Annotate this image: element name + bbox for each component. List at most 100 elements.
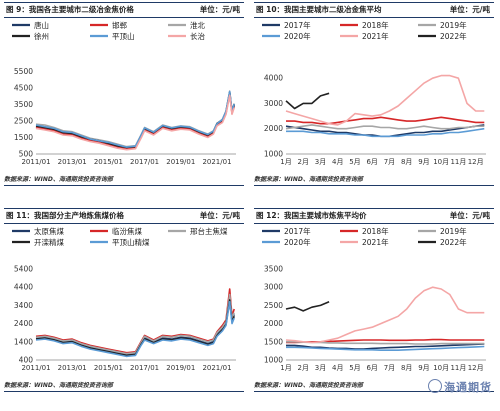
watermark: 海通期货 [428, 379, 492, 395]
legend-label: 2018年 [362, 226, 389, 236]
chart-header: 图 10：我国主要城市二级冶金焦平均 单位：元/吨 [254, 2, 494, 18]
x-tick-label: 8月 [401, 158, 412, 166]
chart-panel-11: 图 11：我国部分主产地炼焦煤价格 单位：元/吨 太原焦煤 临汾焦煤 邢台主焦煤 开滦… [4, 208, 244, 408]
series-line [286, 116, 485, 125]
y-tick-label: 4000 [264, 74, 283, 83]
x-tick-label: 5月 [349, 158, 360, 166]
x-tick-label: 2月 [298, 158, 309, 166]
legend-label: 2017年 [284, 20, 311, 30]
y-tick-label: 1000 [264, 150, 283, 159]
series-line [35, 92, 235, 149]
legend-label: 2020年 [284, 237, 311, 247]
legend-label: 2019年 [440, 226, 467, 236]
legend-label: 太原焦煤 [34, 226, 64, 236]
y-tick-label: 4500 [14, 83, 33, 92]
x-tick-label: 2013/01 [58, 158, 87, 166]
legend-label: 临汾焦煤 [112, 226, 142, 236]
legend-label: 2018年 [362, 20, 389, 30]
x-tick-label: 1月 [280, 364, 291, 372]
x-tick-label: 2013/01 [58, 364, 87, 372]
series-line [285, 124, 485, 138]
series-line [285, 286, 485, 344]
chart-unit: 单位：元/吨 [449, 5, 490, 14]
x-tick-label: 8月 [401, 364, 412, 372]
chart-title: 图 9：我国各主要城市二级冶金焦价格 [6, 5, 134, 14]
y-tick-label: 4400 [14, 283, 33, 292]
watermark-text: 海通期货 [444, 381, 492, 394]
chart-panel-10: 图 10：我国主要城市二级冶金焦平均 单位：元/吨 2017年 2018年 2019… [254, 2, 494, 202]
legend-label: 2022年 [440, 237, 467, 247]
y-tick-label: 3500 [264, 265, 283, 274]
y-tick-label: 1500 [14, 133, 33, 142]
x-tick-label: 7月 [384, 158, 395, 166]
chart-unit: 单位：元/吨 [449, 211, 490, 220]
chart-unit: 单位：元/吨 [199, 211, 240, 220]
x-tick-label: 6月 [366, 364, 377, 372]
series-line [35, 299, 235, 357]
x-tick-label: 12月 [468, 158, 484, 166]
legend-label: 2020年 [284, 31, 311, 41]
x-tick-label: 9月 [418, 158, 429, 166]
series-line [35, 92, 235, 150]
legend-label: 长治 [190, 31, 205, 41]
x-tick-label: 3月 [315, 158, 326, 166]
series-line [35, 293, 235, 355]
chart-panel-12: 图 12：我国主要城市炼焦平均价 单位：元/吨 2017年 2018年 2019年 2… [254, 208, 494, 408]
chart-title: 图 12：我国主要城市炼焦平均价 [256, 211, 367, 220]
series-line [35, 91, 235, 149]
y-tick-label: 1000 [264, 356, 283, 365]
x-tick-label: 6月 [366, 158, 377, 166]
x-tick-label: 2011/01 [21, 364, 50, 372]
chart-source: 数据来源：WIND、海通期货投资咨询部 [254, 380, 494, 392]
series-line [286, 345, 485, 351]
x-tick-label: 2015/01 [94, 158, 123, 166]
legend-label: 徐州 [34, 31, 49, 41]
x-tick-label: 2019/01 [166, 158, 195, 166]
y-tick-label: 1500 [264, 337, 283, 346]
x-tick-label: 1月 [280, 158, 291, 166]
y-tick-label: 3000 [264, 99, 283, 108]
chart-plot-12: 2017年 2018年 2019年 2020年 2021年 2022年 1000 1500 20… [262, 226, 486, 372]
y-tick-label: 2500 [264, 301, 283, 310]
x-tick-label: 4月 [332, 158, 343, 166]
legend-label: 2021年 [362, 31, 389, 41]
x-tick-label: 3月 [315, 364, 326, 372]
y-tick-label: 1400 [14, 337, 33, 346]
x-tick-label: 2017/01 [130, 364, 159, 372]
y-tick-label: 2000 [264, 124, 283, 133]
series-line [286, 343, 485, 350]
series-line [285, 74, 485, 126]
series-line [35, 90, 235, 148]
legend-label: 邯郸 [112, 20, 127, 30]
x-tick-label: 12月 [468, 364, 484, 372]
chart-panel-9: 图 9：我国各主要城市二级冶金焦价格 单位：元/吨 唐山 邯郸 淮北 徐州 平顶山 长治 5… [4, 2, 244, 202]
x-tick-label: 4月 [332, 364, 343, 372]
series-line [35, 288, 235, 354]
chart-header: 图 9：我国各主要城市二级冶金焦价格 单位：元/吨 [4, 2, 244, 18]
x-tick-label: 11月 [450, 364, 466, 372]
legend-label: 2017年 [284, 226, 311, 236]
x-tick-label: 5月 [349, 364, 360, 372]
series-line [286, 127, 485, 138]
y-tick-label: 5500 [14, 67, 33, 76]
chart-header: 图 12：我国主要城市炼焦平均价 单位：元/吨 [254, 208, 494, 224]
x-tick-label: 2019/01 [166, 364, 195, 372]
chart-source: 数据来源：WIND、海通期货投资咨询部 [4, 380, 244, 392]
x-tick-label: 2017/01 [130, 158, 159, 166]
x-tick-label: 2月 [298, 364, 309, 372]
legend-label: 2022年 [440, 31, 467, 41]
series-line [35, 297, 235, 356]
x-tick-label: 7月 [384, 364, 395, 372]
y-tick-label: 2500 [14, 116, 33, 125]
y-tick-label: 3000 [264, 283, 283, 292]
x-tick-label: 10月 [433, 158, 449, 166]
y-tick-label: 2400 [14, 319, 33, 328]
chart-unit: 单位：元/吨 [199, 5, 240, 14]
legend-label: 淮北 [190, 20, 205, 30]
y-tick-label: 3500 [14, 100, 33, 109]
chart-source: 数据来源：WIND、海通期货投资咨询部 [254, 174, 494, 186]
chart-title: 图 10：我国主要城市二级冶金焦平均 [256, 5, 382, 14]
series-line [35, 90, 235, 148]
y-tick-label: 500 [19, 150, 34, 159]
